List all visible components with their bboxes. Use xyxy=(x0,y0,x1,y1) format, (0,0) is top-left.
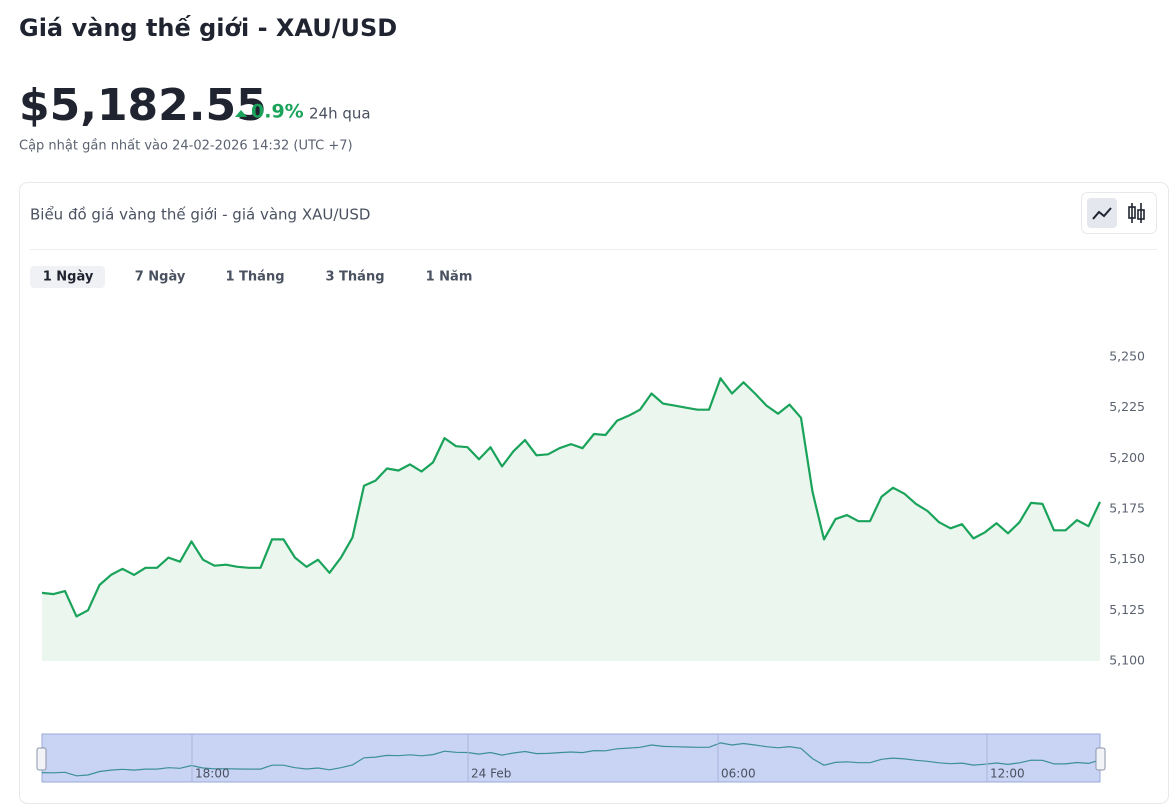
tab-active-bg xyxy=(30,266,105,288)
updated: Cập nhật gần nhất vào 24-02-2026 14:32 (… xyxy=(19,139,353,154)
line-chart-button[interactable] xyxy=(1087,198,1117,228)
chart-title: Biểu đồ giá vàng thế giới - giá vàng XAU… xyxy=(30,206,370,224)
navigator-label: 24 Feb xyxy=(471,767,511,781)
y-tick-label: 5,200 xyxy=(1109,450,1145,465)
navigator-label: 18:00 xyxy=(195,767,230,781)
area xyxy=(42,378,1100,661)
y-tick-label: 5,100 xyxy=(1109,653,1145,668)
price-line xyxy=(41,377,1101,618)
line-icon xyxy=(1092,207,1112,220)
change: 0.9% xyxy=(251,101,304,123)
y-tick-label: 5,150 xyxy=(1109,551,1145,566)
page-title: Giá vàng thế giới - XAU/USD xyxy=(19,14,397,42)
navigator-handle[interactable] xyxy=(1095,747,1106,771)
tab[interactable]: 7 Ngày xyxy=(135,270,186,285)
navigator-label: 06:00 xyxy=(721,767,756,781)
y-tick-label: 5,225 xyxy=(1109,399,1145,414)
up-arrow xyxy=(235,110,247,117)
tab[interactable]: 3 Tháng xyxy=(325,270,384,285)
navigator[interactable] xyxy=(41,733,1101,783)
navigator-handle[interactable] xyxy=(36,747,47,771)
y-tick-label: 5,125 xyxy=(1109,602,1145,617)
tab[interactable]: 1 Năm xyxy=(426,270,473,285)
price: $5,182.55 xyxy=(19,80,267,131)
tab[interactable]: 1 Ngày xyxy=(43,270,94,285)
change-period: 24h qua xyxy=(309,105,371,123)
y-tick-label: 5,175 xyxy=(1109,501,1145,516)
candlestick-button[interactable] xyxy=(1128,203,1145,223)
navigator-line xyxy=(41,742,1101,777)
y-tick-label: 5,250 xyxy=(1109,349,1145,364)
tab[interactable]: 1 Tháng xyxy=(225,270,284,285)
navigator-label: 12:00 xyxy=(990,767,1025,781)
